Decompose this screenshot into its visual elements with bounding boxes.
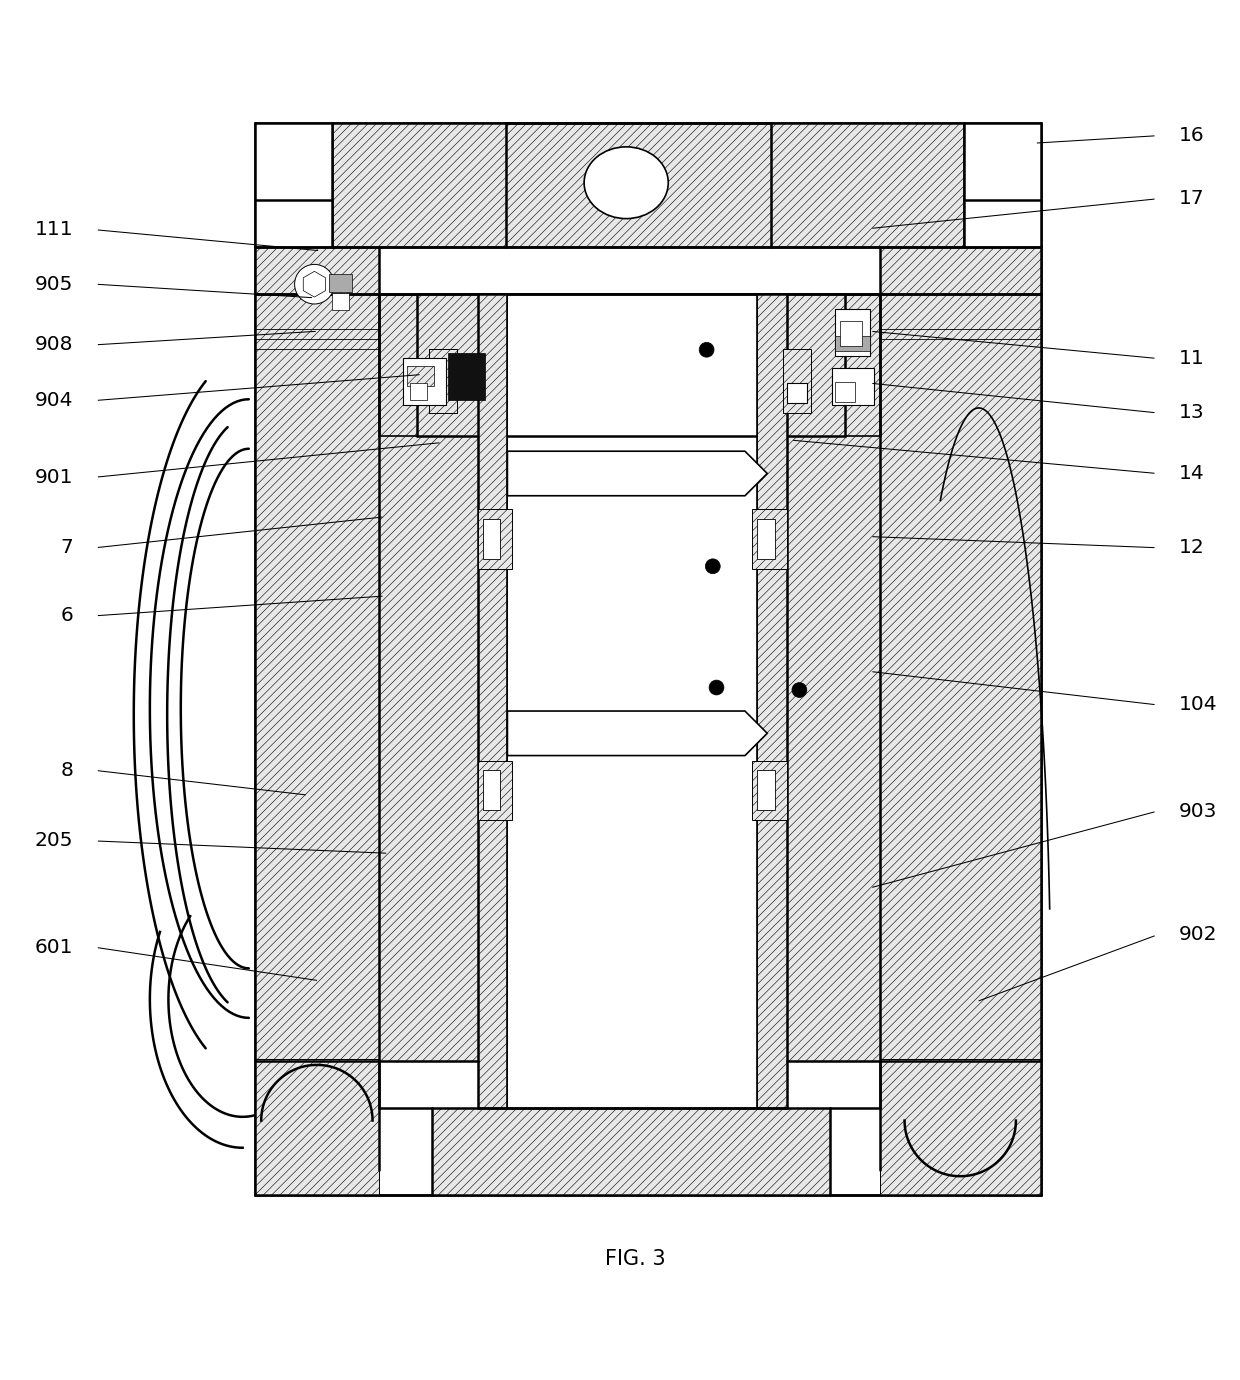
Text: 901: 901 — [35, 468, 73, 487]
Circle shape — [792, 683, 807, 697]
Bar — [432, 1108, 831, 1195]
Bar — [403, 359, 445, 406]
Text: 7: 7 — [61, 538, 73, 558]
Bar — [477, 509, 512, 569]
Bar — [753, 760, 787, 820]
Bar — [255, 123, 1040, 247]
Bar — [255, 123, 332, 247]
Text: 16: 16 — [1179, 126, 1205, 145]
Bar — [846, 294, 880, 436]
Bar — [332, 293, 348, 310]
Bar — [417, 294, 846, 436]
Bar — [832, 368, 874, 406]
Circle shape — [709, 680, 724, 696]
Bar — [378, 294, 417, 436]
Bar — [255, 1058, 378, 1195]
Bar — [880, 254, 1040, 1170]
Text: 205: 205 — [35, 831, 73, 850]
Circle shape — [295, 265, 335, 304]
Text: 12: 12 — [1179, 538, 1205, 558]
Bar — [378, 247, 880, 294]
Bar — [787, 294, 880, 1061]
Circle shape — [699, 342, 714, 357]
Bar — [836, 337, 870, 351]
Text: 908: 908 — [35, 335, 73, 355]
Text: 17: 17 — [1179, 189, 1205, 208]
Bar — [841, 322, 863, 346]
Bar — [409, 384, 427, 400]
Text: 13: 13 — [1179, 403, 1205, 422]
Text: 601: 601 — [35, 938, 73, 956]
Text: 104: 104 — [1179, 696, 1218, 715]
Bar — [963, 123, 1040, 247]
Ellipse shape — [584, 146, 668, 218]
Bar — [477, 294, 507, 1108]
Text: 111: 111 — [35, 221, 73, 239]
Bar — [963, 123, 1040, 213]
Bar — [378, 294, 477, 1061]
Bar — [429, 349, 456, 413]
Polygon shape — [507, 451, 768, 495]
Bar — [784, 349, 811, 413]
Bar — [758, 294, 787, 1108]
Bar — [407, 366, 434, 385]
Text: 904: 904 — [35, 391, 73, 410]
Bar — [482, 519, 500, 559]
Text: 905: 905 — [35, 275, 73, 294]
Bar — [758, 770, 775, 810]
Polygon shape — [507, 711, 768, 756]
Bar — [448, 353, 485, 400]
Bar — [255, 123, 1040, 1195]
Bar — [255, 123, 332, 213]
Bar — [758, 519, 775, 559]
Polygon shape — [304, 272, 326, 297]
Bar — [880, 1058, 1040, 1195]
Text: 14: 14 — [1179, 464, 1205, 483]
Text: 8: 8 — [61, 760, 73, 780]
Bar — [753, 509, 787, 569]
Bar — [836, 382, 856, 402]
Text: 902: 902 — [1179, 926, 1218, 944]
Circle shape — [706, 559, 720, 574]
Bar — [482, 770, 500, 810]
Bar — [330, 275, 351, 291]
Bar — [477, 760, 512, 820]
Bar — [507, 294, 758, 1108]
Bar — [255, 254, 378, 1170]
Text: 903: 903 — [1179, 802, 1218, 821]
Text: 6: 6 — [61, 606, 73, 625]
Text: 11: 11 — [1179, 349, 1205, 368]
Bar — [506, 123, 771, 247]
Text: FIG. 3: FIG. 3 — [605, 1249, 665, 1270]
Bar — [787, 384, 807, 403]
Bar — [836, 309, 870, 356]
Bar — [255, 247, 1040, 294]
